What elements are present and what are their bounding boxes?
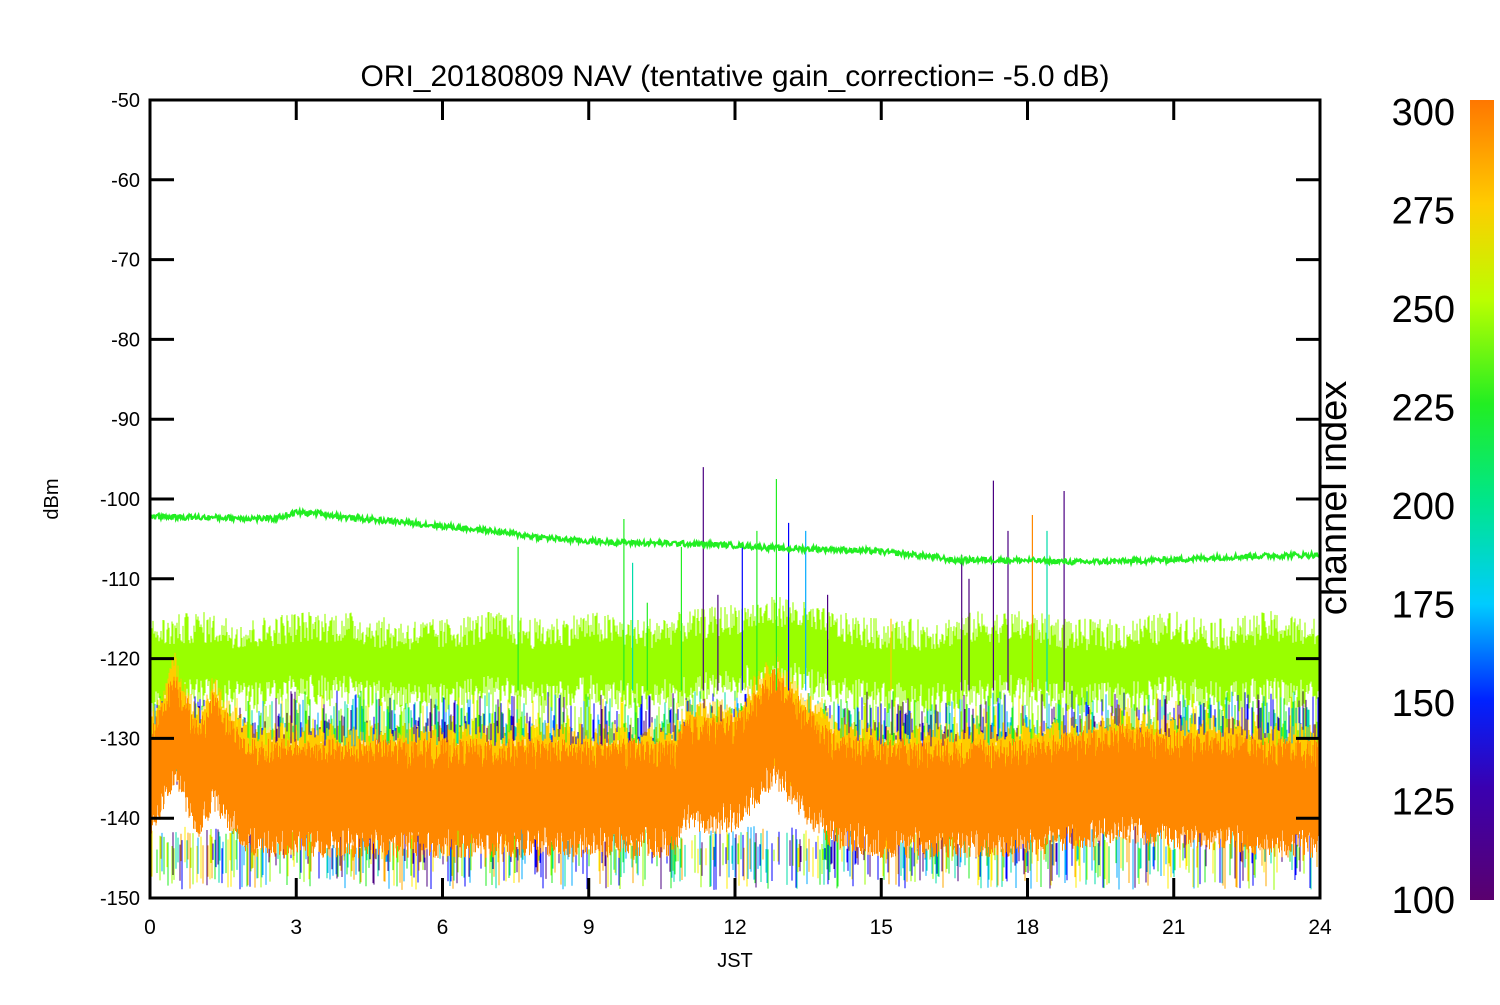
axes-frame: 0 3 6 9 12 15 18 21 24 -50 -60 -70 -80 -90 -100 -110 -12… [100, 90, 1332, 939]
colorbar-label: channel index [1313, 381, 1355, 616]
colorbar-tick-label: 175 [1392, 585, 1455, 627]
x-tick-label: 12 [723, 916, 746, 939]
y-tick-label: -60 [111, 170, 140, 192]
series-channel-235 [150, 506, 1320, 568]
chart-title: ORI_20180809 NAV (tentative gain_correct… [360, 60, 1109, 93]
x-tick-label: 6 [437, 916, 449, 939]
x-tick-label: 24 [1308, 916, 1332, 939]
y-tick-label: -80 [111, 329, 140, 351]
y-axis-label: dBm [41, 478, 63, 519]
y-tick-label: -100 [100, 489, 140, 511]
y-tick-label: -50 [111, 90, 140, 112]
x-tick-label: 15 [870, 916, 893, 939]
y-tick-label: -70 [111, 250, 140, 272]
y-tick-label: -90 [111, 409, 140, 431]
y-tick-label: -130 [100, 728, 140, 750]
colorbar: channel index 300 275 250 225 200 175 150 125 10… [1313, 92, 1494, 922]
colorbar-tick-label: 150 [1392, 683, 1455, 725]
x-tick-label: 0 [144, 916, 156, 939]
colorbar-tick-label: 125 [1392, 782, 1455, 824]
plot-area [150, 467, 1320, 890]
y-tick-label: -120 [100, 649, 140, 671]
series-channel-290 [150, 669, 1320, 859]
colorbar-tick-label: 275 [1392, 191, 1455, 233]
y-tick-label: -140 [100, 808, 140, 830]
colorbar-tick-label: 300 [1392, 92, 1455, 134]
x-tick-label: 21 [1162, 916, 1185, 939]
y-tick-label: -110 [101, 569, 140, 591]
colorbar-tick-label: 200 [1392, 486, 1455, 528]
y-tick-label: -150 [100, 888, 140, 910]
x-axis-label: JST [717, 950, 753, 972]
colorbar-gradient [1470, 100, 1494, 900]
x-tick-label: 9 [583, 916, 595, 939]
x-tick-label: 3 [290, 916, 302, 939]
series-channel-260 [150, 597, 1320, 715]
colorbar-tick-label: 225 [1392, 388, 1455, 430]
colorbar-tick-label: 250 [1392, 289, 1455, 331]
x-tick-label: 18 [1016, 916, 1039, 939]
colorbar-tick-label: 100 [1392, 880, 1455, 922]
